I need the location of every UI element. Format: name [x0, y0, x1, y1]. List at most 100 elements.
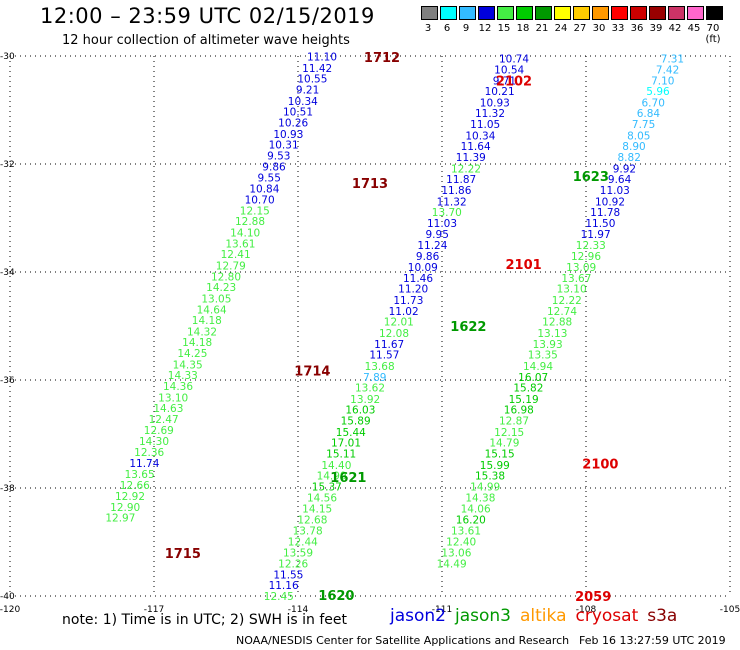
color-scale-label: 6: [443, 23, 451, 34]
color-scale-label: 36: [630, 23, 644, 34]
swh-data-label: 13.13: [537, 328, 567, 340]
swh-data-label: 14.49: [437, 559, 467, 571]
swh-data-label: 13.62: [355, 383, 385, 395]
swh-data-label: 15.38: [475, 471, 505, 483]
pass-time-label: 2102: [496, 74, 532, 89]
pass-time-label: 1620: [318, 589, 354, 604]
swh-data-label: 14.10: [230, 228, 260, 240]
color-scale-label: 33: [611, 23, 625, 34]
swh-data-label: 11.73: [393, 295, 423, 307]
swh-data-label: 11.02: [389, 306, 419, 318]
swh-data-label: 10.93: [480, 97, 510, 109]
color-scale-label: 21: [535, 23, 549, 34]
color-scale-swatch: [630, 6, 647, 20]
x-tick-label: -117: [144, 605, 164, 615]
y-tick-label: -38: [0, 484, 15, 494]
swh-data-label: 14.18: [192, 315, 222, 327]
swh-data-label: 14.94: [523, 361, 553, 373]
swh-data-label: 9.95: [426, 229, 449, 241]
color-scale-swatch: [687, 6, 704, 20]
legend-item-jason3: jason3: [455, 606, 511, 626]
color-scale-swatch: [611, 6, 628, 20]
swh-data-label: 14.64: [197, 304, 227, 316]
pass-time-label: 2101: [506, 258, 542, 273]
swh-data-label: 9.92: [613, 163, 636, 175]
swh-data-label: 9.71: [493, 75, 516, 87]
swh-data-label: 15.82: [513, 383, 543, 395]
color-scale-label: 12: [478, 23, 492, 34]
legend-item-s3a: s3a: [647, 606, 678, 626]
y-tick-label: -34: [0, 268, 15, 278]
color-scale-swatch: [459, 6, 476, 20]
swh-data-label: 12.22: [451, 163, 481, 175]
color-scale-swatch: [668, 6, 685, 20]
swh-data-label: 13.06: [441, 547, 471, 559]
swh-data-label: 14.99: [470, 481, 500, 493]
color-scale-label: 70 (ft): [705, 23, 721, 45]
pass-time-label: 1714: [294, 364, 330, 379]
swh-data-label: 11.20: [398, 284, 428, 296]
x-tick-label: -105: [720, 605, 740, 615]
swh-data-label: 10.21: [485, 86, 515, 98]
swh-data-label: 11.32: [475, 108, 505, 120]
footnote: note: 1) Time is in UTC; 2) SWH is in fe…: [62, 612, 348, 628]
swh-data-label: 11.10: [307, 52, 337, 64]
swh-data-label: 12.36: [134, 447, 164, 459]
swh-data-label: 11.64: [461, 141, 491, 153]
legend-item-altika: altika: [520, 606, 567, 626]
swh-data-label: 16.20: [456, 514, 486, 526]
swh-data-label: 15.11: [326, 448, 356, 460]
swh-data-label: 11.03: [427, 218, 457, 230]
swh-data-label: 11.46: [403, 273, 433, 285]
swh-data-label: 12.79: [216, 261, 246, 273]
swh-data-label: 12.15: [240, 205, 270, 217]
swh-data-label: 11.32: [437, 196, 467, 208]
swh-data-label: 12.22: [552, 295, 582, 307]
swh-data-label: 10.34: [465, 130, 495, 142]
swh-data-label: 13.68: [365, 361, 395, 373]
chart-subtitle: 12 hour collection of altimeter wave hei…: [62, 33, 350, 48]
pass-time-label: 2059: [575, 590, 611, 605]
swh-data-label: 12.96: [571, 251, 601, 263]
swh-data-label: 13.61: [451, 526, 481, 538]
swh-data-label: 12.26: [278, 559, 308, 571]
swh-data-label: 11.39: [456, 152, 486, 164]
swh-data-label: 14.25: [177, 348, 207, 360]
swh-data-label: 11.24: [417, 240, 447, 252]
swh-data-label: 12.87: [499, 416, 529, 428]
swh-data-label: 7.31: [661, 54, 684, 66]
swh-data-label: 13.10: [158, 392, 188, 404]
color-scale-label: 45: [687, 23, 701, 34]
x-tick-label: -114: [288, 605, 309, 615]
swh-data-label: 15.99: [480, 460, 510, 472]
legend-item-cryosat: cryosat: [575, 606, 639, 626]
y-tick-label: -32: [0, 160, 15, 170]
swh-data-label: 12.69: [144, 425, 174, 437]
swh-data-label: 7.10: [651, 75, 674, 87]
y-tick-label: -40: [0, 592, 15, 602]
swh-data-label: 15.15: [485, 448, 515, 460]
swh-data-label: 14.63: [153, 403, 183, 415]
swh-data-label: 12.66: [120, 480, 150, 492]
swh-data-label: 11.78: [590, 207, 620, 219]
swh-data-label: 12.88: [542, 317, 572, 329]
swh-data-label: 11.67: [374, 339, 404, 351]
swh-data-label: 10.84: [249, 183, 279, 195]
chart-title: 12:00 – 23:59 UTC 02/15/2019: [40, 4, 375, 28]
swh-data-label: 11.86: [441, 185, 471, 197]
swh-data-label: 11.74: [129, 458, 159, 470]
color-scale-swatch: [497, 6, 514, 20]
swh-data-label: 7.75: [632, 119, 655, 131]
swh-data-label: 14.18: [182, 337, 212, 349]
swh-data-label: 15.19: [509, 394, 539, 406]
color-scale-swatch: [592, 6, 609, 20]
swh-data-label: 9.64: [608, 174, 632, 186]
color-scale-swatch: [440, 6, 457, 20]
swh-data-label: 7.89: [363, 372, 386, 384]
swh-data-label: 13.78: [293, 526, 323, 538]
swh-data-label: 12.15: [494, 427, 524, 439]
swh-data-label: 12.90: [110, 502, 140, 514]
swh-data-label: 9.21: [296, 84, 319, 96]
color-scale-label: 42: [668, 23, 682, 34]
x-tick-label: -111: [432, 605, 452, 615]
